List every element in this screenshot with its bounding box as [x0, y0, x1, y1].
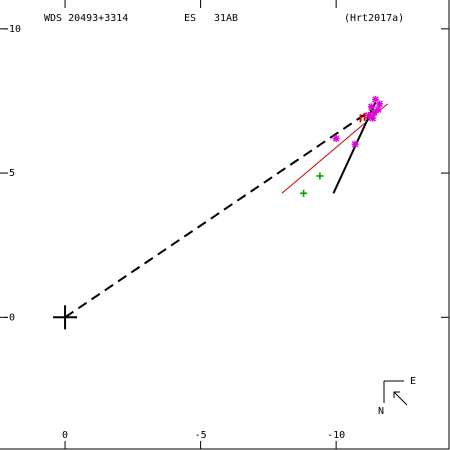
- observation-point: [351, 140, 359, 148]
- star-marker-stroke: [368, 103, 375, 111]
- observation-markers: [300, 96, 384, 197]
- x-tick-label: -5: [195, 430, 207, 441]
- compass-north-label: N: [378, 406, 384, 417]
- star-marker-stroke: [369, 114, 377, 122]
- y-tick-label: -5: [3, 168, 15, 179]
- observation-point: [300, 189, 308, 197]
- observation-point: [370, 109, 378, 116]
- discoverer-code: ES: [184, 13, 196, 24]
- motion-direction-arrow: [393, 391, 408, 406]
- observation-point: [374, 106, 382, 114]
- star-marker-stroke: [332, 135, 340, 142]
- pair-designation: 31AB: [214, 13, 238, 24]
- star-marker-stroke: [376, 100, 383, 108]
- motion-arrowhead-icon: [393, 391, 400, 398]
- star-marker-stroke: [351, 140, 359, 148]
- observation-point: [371, 96, 379, 104]
- wds-identifier: WDS 20493+3314: [44, 13, 128, 24]
- star-marker-stroke: [374, 106, 382, 113]
- compass-east-label: E: [410, 376, 416, 387]
- orbit-reference: (Hrt2017a): [344, 13, 404, 24]
- observation-point: [316, 172, 324, 180]
- star-marker-stroke: [365, 112, 372, 119]
- compass: E N: [378, 376, 416, 417]
- observation-point: [367, 103, 375, 111]
- periastron-dashed-line: [64, 107, 375, 319]
- y-tick-label: -0: [3, 312, 15, 323]
- star-marker-stroke: [372, 96, 379, 103]
- star-marker-stroke: [370, 109, 378, 116]
- x-tick-label: 0: [62, 430, 68, 441]
- observation-point: [369, 114, 377, 122]
- observation-point: [332, 134, 340, 142]
- x-tick-label: -10: [327, 430, 345, 441]
- observation-point: [365, 111, 373, 119]
- y-tick-label: -10: [3, 24, 21, 35]
- observation-point: [376, 100, 384, 108]
